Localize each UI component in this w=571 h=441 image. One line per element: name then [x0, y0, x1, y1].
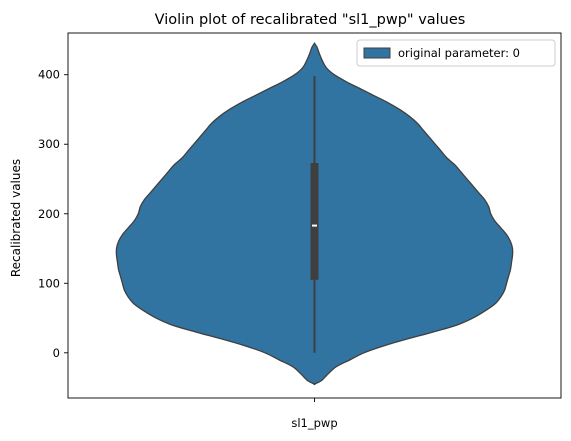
plot-area [115, 42, 514, 386]
y-tick-label: 100 [38, 276, 60, 290]
y-tick-label: 300 [38, 137, 60, 151]
y-tick-label: 400 [38, 68, 60, 82]
legend-label: original parameter: 0 [398, 46, 520, 60]
interquartile-box [310, 163, 319, 280]
y-tick-label: 200 [38, 207, 60, 221]
legend: original parameter: 0 [356, 39, 556, 67]
chart-title: Violin plot of recalibrated "sl1_pwp" va… [155, 12, 466, 28]
x-tick-label: sl1_pwp [291, 416, 337, 430]
legend-box [356, 39, 556, 67]
axes: 0 100 200 300 400 sl1_pwp [38, 32, 562, 430]
legend-swatch [363, 47, 391, 59]
y-axis-label: Recalibrated values [9, 159, 23, 277]
y-tick-label: 0 [53, 346, 60, 360]
